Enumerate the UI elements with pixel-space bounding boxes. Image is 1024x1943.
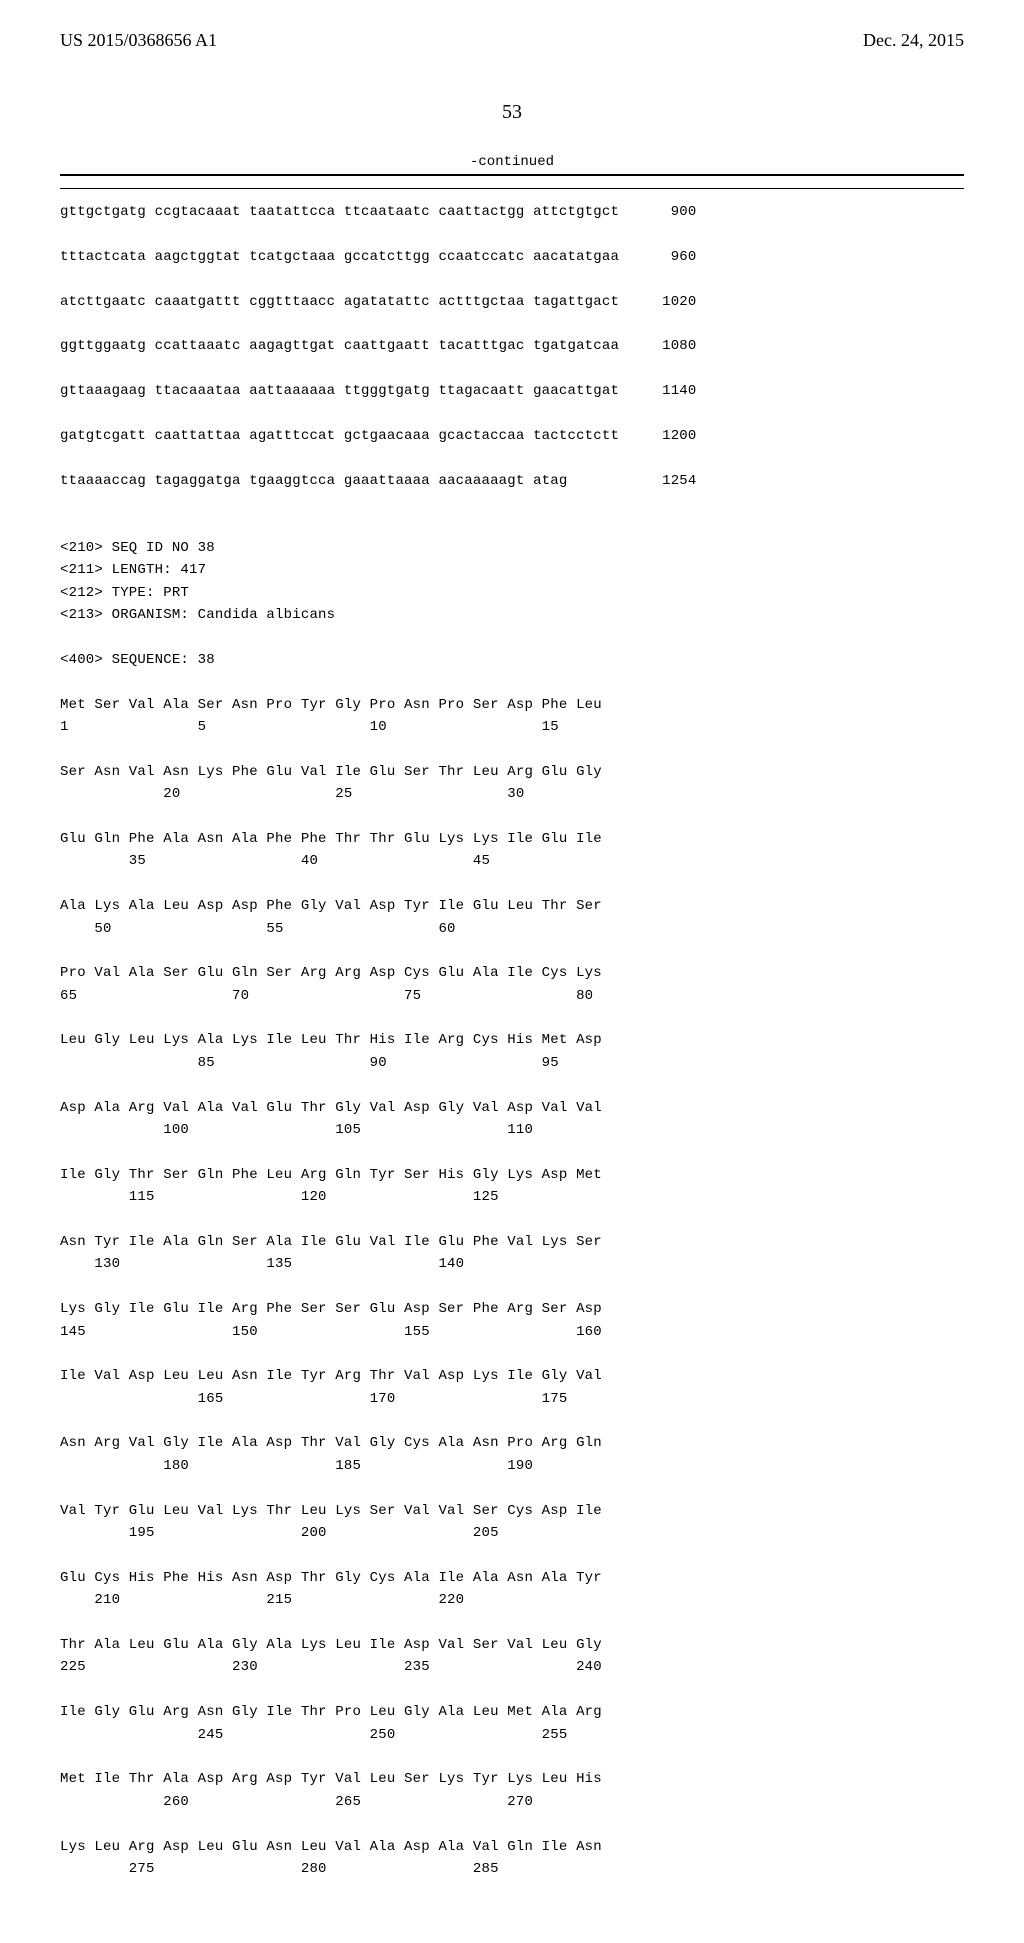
sequence-listing: gttgctgatg ccgtacaaat taatattcca ttcaata…: [60, 201, 964, 1903]
page-header: US 2015/0368656 A1 Dec. 24, 2015: [60, 30, 964, 51]
top-rule-thin: [60, 188, 964, 189]
page-number: 53: [60, 101, 964, 124]
publication-date: Dec. 24, 2015: [863, 30, 964, 51]
continued-label: -continued: [60, 154, 964, 170]
patent-number: US 2015/0368656 A1: [60, 30, 217, 51]
top-rule: [60, 174, 964, 176]
